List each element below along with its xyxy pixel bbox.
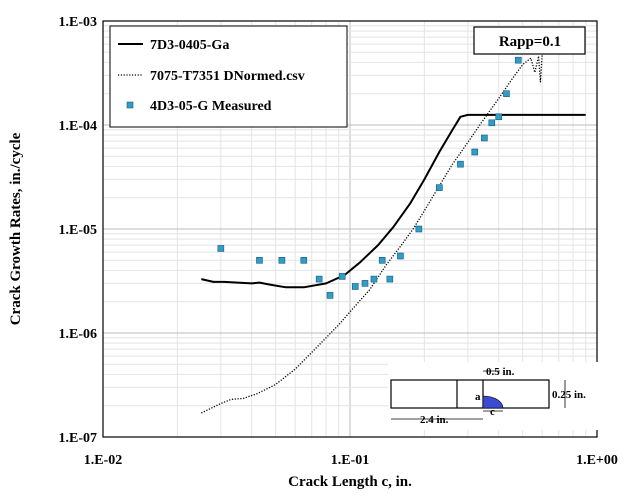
measured-data-point [495, 113, 503, 121]
measured-data-point [397, 252, 404, 260]
y-tick-label: 1.E-03 [59, 15, 98, 30]
legend: 7D3-0405-Ga 7075-T7351 DNormed.csv 4D3-0… [109, 25, 348, 128]
legend-box [109, 25, 348, 128]
measured-data-point [386, 275, 394, 283]
measured-data-point [481, 134, 488, 142]
measured-data-point [351, 283, 359, 290]
x-tick-label: 1.E-01 [331, 453, 370, 468]
measured-data-point [378, 257, 386, 264]
dim-bottom-label: 2.4 in. [420, 414, 449, 426]
data-series [201, 54, 586, 414]
legend-label-series-1: 7D3-0405-Ga [150, 38, 229, 53]
axis-tick-labels: 1.E-02 1.E-01 1.E+00 1.E-07 1.E-06 1.E-05 1.E-… [59, 15, 618, 468]
x-tick-label: 1.E-02 [84, 453, 123, 468]
specimen-inset-diagram: 0.5 in. 0.25 in. 2.4 in. a c [388, 362, 598, 430]
measured-data-point [338, 273, 346, 280]
measured-data-point [370, 275, 378, 283]
rapp-box [473, 26, 586, 55]
crack-length-label: c [490, 406, 495, 418]
legend-swatch-marker [126, 101, 134, 109]
series-line-dotted [201, 54, 543, 414]
measured-data-point [315, 275, 323, 283]
rapp-annotation: Rapp=0.1 [473, 26, 586, 55]
rapp-label: Rapp=0.1 [499, 34, 561, 50]
measured-data-point [256, 257, 263, 264]
series-line-solid [201, 113, 586, 289]
x-axis-title: Crack Length c, in. [288, 474, 412, 490]
measured-data-point [278, 257, 286, 264]
measured-data-point [457, 160, 464, 168]
corner-crack-shape [482, 395, 504, 409]
y-tick-label: 1.E-07 [59, 431, 98, 446]
measured-data-point [415, 225, 423, 233]
measured-data-point [217, 245, 225, 252]
measured-data-point [326, 292, 334, 299]
measured-data-point [361, 280, 369, 287]
measured-data-point [471, 148, 479, 156]
measured-data-point [503, 90, 510, 97]
y-tick-label: 1.E-05 [59, 223, 98, 238]
y-axis-title: Crack Growth Rates, in./cycle [8, 132, 24, 325]
y-tick-label: 1.E-06 [59, 327, 98, 342]
y-tick-label: 1.E-04 [59, 119, 98, 134]
x-tick-label: 1.E+00 [576, 453, 618, 468]
legend-label-series-2: 7075-T7351 DNormed.csv [150, 69, 305, 84]
dim-right-label: 0.25 in. [552, 389, 586, 401]
dim-top-label: 0.5 in. [486, 366, 515, 378]
measured-data-point [300, 257, 308, 264]
specimen-plate [390, 379, 550, 409]
measured-data-point [488, 119, 496, 127]
plot-area-border [102, 20, 598, 438]
crack-depth-label: a [475, 391, 481, 403]
measured-data-point [514, 56, 522, 64]
legend-label-series-3: 4D3-05-G Measured [150, 99, 272, 114]
measured-data-point [436, 184, 443, 191]
